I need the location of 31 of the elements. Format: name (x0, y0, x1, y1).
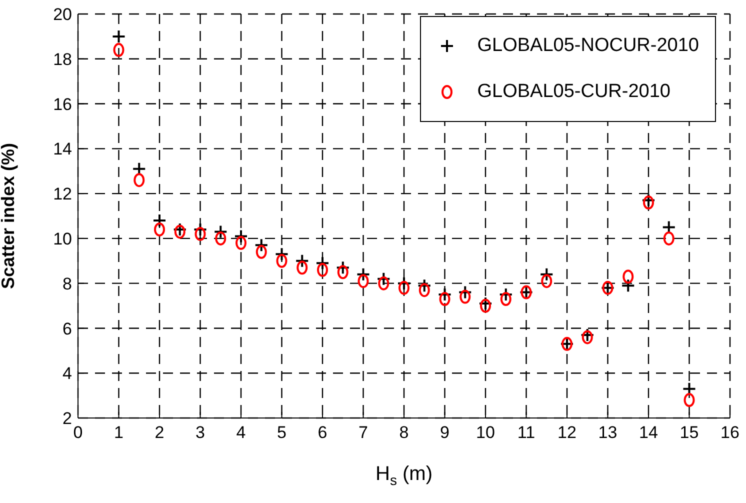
legend-label: GLOBAL05-NOCUR-2010 (477, 35, 699, 57)
legend-label: GLOBAL05-CUR-2010 (477, 81, 670, 103)
x-tick-label: 8 (399, 423, 409, 442)
y-tick-label: 2 (62, 409, 72, 428)
x-tick-label: 15 (680, 423, 699, 442)
y-tick-label: 6 (62, 319, 72, 338)
y-tick-label: 8 (62, 274, 72, 294)
x-tick-label: 14 (639, 423, 658, 442)
x-tick-label: 0 (73, 423, 83, 442)
y-tick-label: 20 (53, 5, 72, 24)
x-tick-label: 10 (476, 423, 495, 442)
x-tick-label: 5 (277, 423, 286, 442)
y-tick-label: 10 (53, 229, 72, 248)
x-tick-label: 6 (318, 423, 328, 442)
x-tick-label: 7 (358, 423, 368, 442)
y-tick-label: 18 (53, 50, 72, 69)
x-tick-label: 4 (236, 423, 246, 442)
y-tick-label: 14 (53, 140, 72, 159)
x-tick-label: 3 (196, 423, 205, 442)
x-axis-title: H$_{s}$ (m) (376, 463, 432, 488)
x-tick-label: 2 (154, 423, 164, 442)
y-tick-label: 12 (53, 184, 72, 204)
y-tick-label: 4 (62, 364, 72, 384)
x-tick-label: 1 (114, 423, 124, 442)
y-tick-label: 16 (53, 94, 72, 114)
x-tick-label: 13 (598, 423, 618, 442)
y-axis-title: Scatter index (%) (0, 142, 18, 290)
x-tick-label: 12 (558, 423, 576, 442)
x-tick-label: 16 (720, 423, 740, 442)
x-tick-label: 11 (517, 423, 536, 442)
x-tick-label: 9 (440, 423, 450, 442)
